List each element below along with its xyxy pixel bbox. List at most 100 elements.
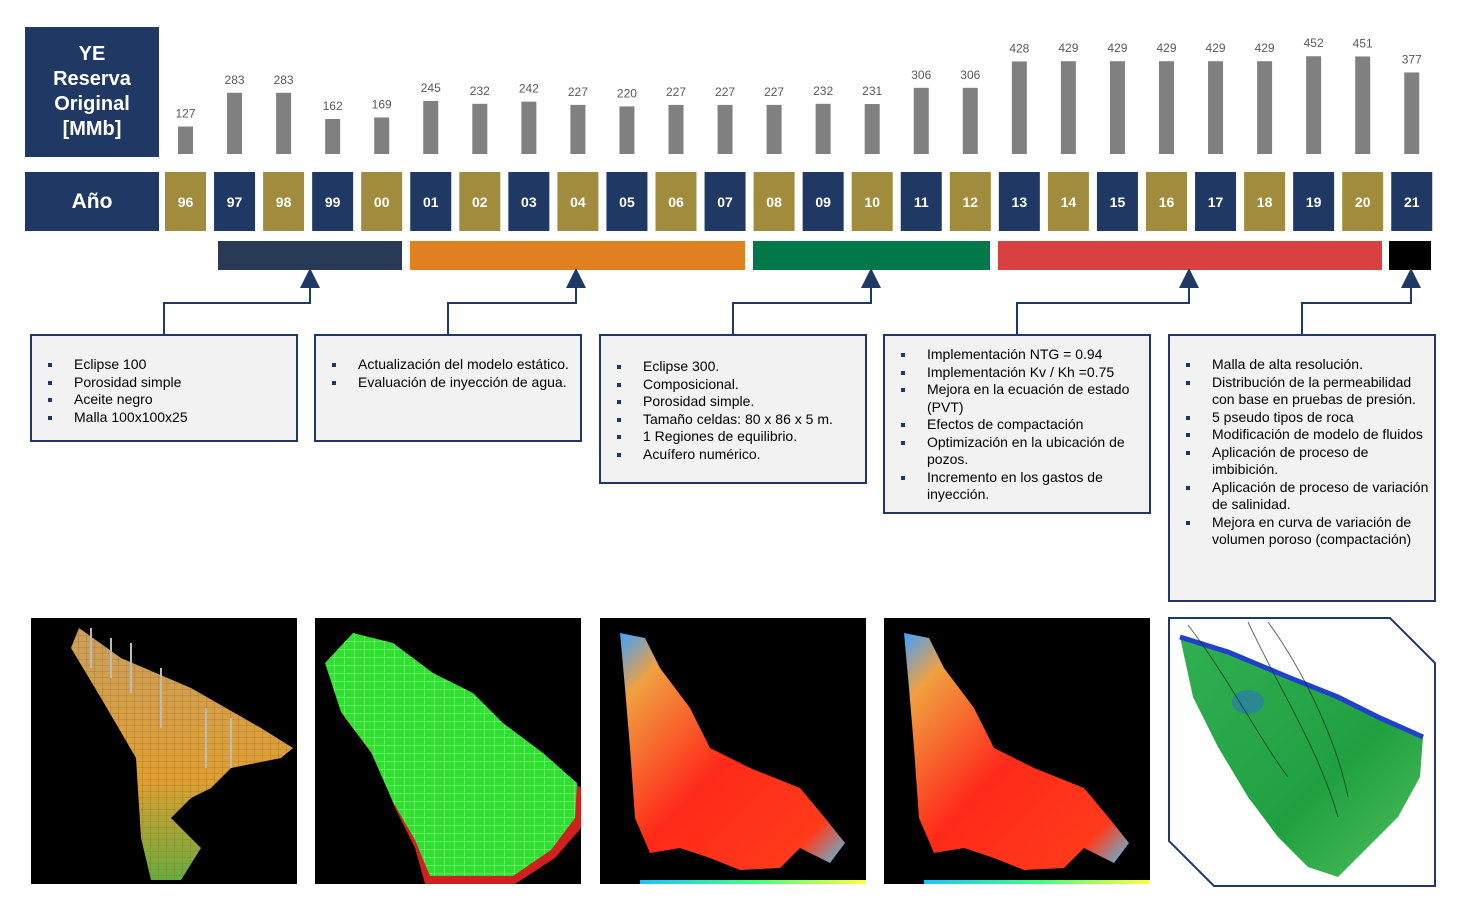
year-tick-label: 10 [864,194,880,210]
bar-08 [766,104,782,154]
year-tick-label: 20 [1355,194,1371,210]
year-box-04 [557,172,599,231]
note-list: Implementación NTG = 0.94 Implementación … [885,346,1149,504]
year-box-06 [655,172,697,231]
year-tick-label: 17 [1208,194,1224,210]
bar-15 [1109,61,1125,154]
year-box-19 [1293,172,1335,231]
note-item: 5 pseudo tipos de roca [1170,409,1434,427]
bar-value-label: 227 [764,85,784,99]
note-item: Efectos de compactación [885,416,1149,434]
note-item: Mejora en la ecuación de estado (PVT) [885,381,1149,416]
bar-value-label: 227 [715,85,735,99]
note-box-4: Implementación NTG = 0.94 Implementación … [883,334,1151,514]
year-tick-label: 02 [472,194,488,210]
year-box-14 [1047,172,1089,231]
bar-value-label: 227 [666,85,686,99]
note-item: Porosidad simple [32,374,296,392]
year-box-01 [410,172,452,231]
year-box-02 [459,172,501,231]
ye-label-line: Reserva [53,68,131,90]
year-box-00 [361,172,403,231]
note-item: Porosidad simple. [601,393,865,411]
connector-arrow-3 [732,268,881,335]
note-item: Optimización en la ubicación de pozos. [885,434,1149,469]
bar-value-label: 428 [1009,41,1029,55]
bar-value-label: 169 [372,97,392,111]
bar-01 [423,101,439,154]
note-box-1: Eclipse 100 Porosidad simple Aceite negro M… [30,334,298,442]
bar-value-label: 429 [1156,41,1176,55]
year-box-17 [1195,172,1237,231]
note-item: Eclipse 300. [601,358,865,376]
year-tick-label: 99 [325,194,341,210]
year-box-09 [802,172,844,231]
note-item: Actualización del modelo estático. [316,356,580,374]
year-tick-label: 18 [1257,194,1273,210]
bar-value-label: 451 [1353,36,1373,50]
note-item: 1 Regiones de equilibrio. [601,428,865,446]
phase-bar-1 [218,241,402,270]
year-box-13 [998,172,1040,231]
ye-label-line: YE [78,43,106,65]
connector-arrow-5 [1301,268,1421,335]
bar-value-label: 232 [470,84,490,98]
note-list: Actualización del modelo estático. Evalua… [316,356,580,391]
year-row-label: Año [25,172,159,231]
bar-05 [619,106,635,154]
year-tick-label: 05 [619,194,635,210]
bar-10 [864,104,880,154]
bar-04 [570,104,586,154]
note-item: Evaluación de inyección de agua. [316,374,580,392]
year-box-18 [1244,172,1286,231]
year-tick-label: 15 [1110,194,1126,210]
note-item: Implementación Kv / Kh =0.75 [885,364,1149,382]
note-item: Mejora en curva de variación de volumen … [1170,514,1434,549]
bar-value-label: 162 [323,99,343,113]
year-tick-label: 13 [1012,194,1028,210]
note-item: Malla de alta resolución. [1170,356,1434,374]
ye-label-line: [MMb] [62,118,122,140]
note-list: Eclipse 300. Composicional. Porosidad simp… [601,358,865,463]
year-box-07 [704,172,746,231]
bar-value-label: 127 [175,107,195,121]
bar-value-label: 429 [1255,41,1275,55]
year-box-08 [753,172,795,231]
bar-value-label: 220 [617,86,637,100]
note-item: Tamaño celdas: 80 x 86 x 5 m. [601,411,865,429]
year-tick-label: 09 [815,194,831,210]
year-tick-label: 01 [423,194,439,210]
note-box-2: Actualización del modelo estático. Evalua… [314,334,582,442]
bar-value-label: 306 [911,68,931,82]
bar-11 [913,87,929,154]
bar-value-label: 429 [1107,41,1127,55]
note-item: Aplicación de proceso de variación de sa… [1170,479,1434,514]
bar-12 [962,87,978,154]
bar-18 [1257,61,1273,154]
bar-16 [1159,61,1174,154]
bar-value-label: 429 [1206,41,1226,55]
year-tick-label: 03 [521,194,537,210]
phase-bar-3 [753,241,990,270]
bar-14 [1060,61,1076,154]
bar-value-label: 377 [1402,52,1422,66]
ye-reserve-label: YE Reserva Original [MMb] [25,27,159,157]
model-image-eclipse300 [600,618,866,884]
note-box-3: Eclipse 300. Composicional. Porosidad simp… [599,334,867,484]
bar-value-label: 245 [421,81,441,95]
year-box-97 [214,172,256,231]
bar-value-label: 283 [225,73,245,87]
year-tick-label: 12 [963,194,979,210]
note-item: Implementación NTG = 0.94 [885,346,1149,364]
connector-arrow-1 [163,268,320,335]
bar-99 [325,118,341,154]
note-item: Aceite negro [32,391,296,409]
reserve-bar-chart: 127 96 283 97 283 98 162 99 169 00 245 01 232 02 242 03… [165,36,1433,231]
note-item: Incremento en los gastos de inyección. [885,469,1149,504]
year-tick-label: 00 [374,194,390,210]
model-image-high-resolution [1168,617,1436,887]
year-box-21 [1391,172,1433,231]
bar-value-label: 429 [1058,41,1078,55]
phase-bar-4 [998,241,1382,270]
note-item: Modificación de modelo de fluidos [1170,426,1434,444]
